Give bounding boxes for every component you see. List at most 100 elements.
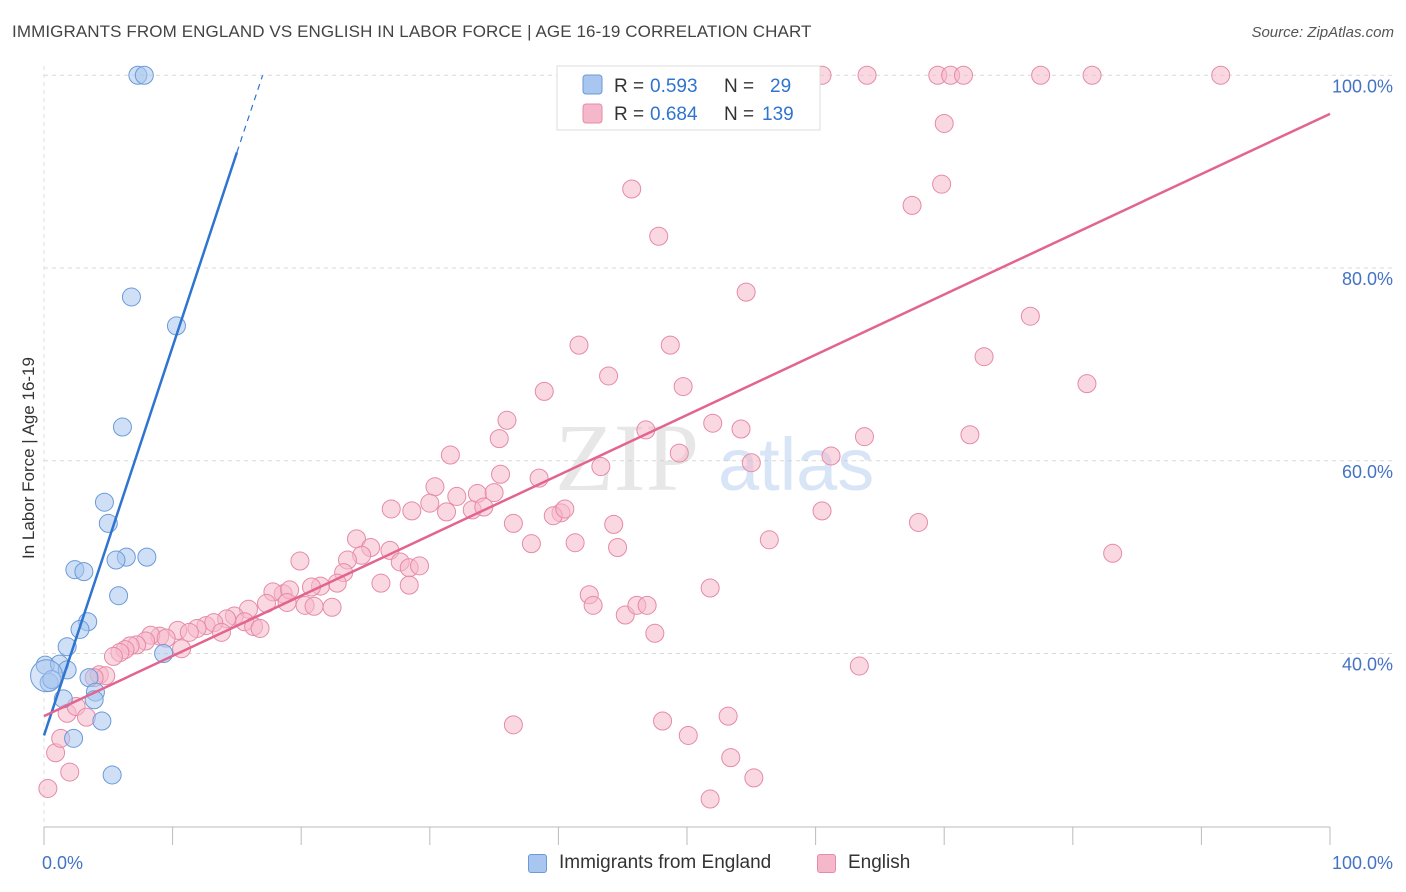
english-point bbox=[653, 711, 673, 731]
chart-source: Source: ZipAtlas.com bbox=[1251, 24, 1394, 41]
immigrants-point bbox=[42, 670, 62, 690]
english-point bbox=[103, 646, 123, 666]
immigrants-point bbox=[109, 586, 129, 606]
english-point bbox=[381, 499, 401, 519]
english-point bbox=[902, 195, 922, 215]
english-point bbox=[497, 410, 517, 430]
immigrants-point bbox=[74, 562, 94, 582]
english-point bbox=[410, 556, 430, 576]
english-point bbox=[669, 443, 689, 463]
english-point bbox=[521, 534, 541, 554]
legend-n-label-2: N = bbox=[724, 104, 754, 125]
legend-r-value-2: 0.684 bbox=[650, 104, 698, 125]
english-point bbox=[583, 595, 603, 615]
immigrants-point bbox=[134, 65, 154, 85]
legend-r-label-2: R = bbox=[614, 104, 644, 125]
immigrants-trend-line bbox=[42, 151, 239, 736]
english-point bbox=[703, 413, 723, 433]
english-point bbox=[447, 486, 467, 506]
legend-r-value-1: 0.593 bbox=[650, 76, 698, 97]
english-point bbox=[484, 483, 504, 503]
english-point bbox=[932, 174, 952, 194]
english-point bbox=[1103, 543, 1123, 563]
english-point bbox=[440, 445, 460, 465]
english-point bbox=[649, 226, 669, 246]
english-point bbox=[569, 335, 589, 355]
english-point bbox=[402, 501, 422, 521]
english-point bbox=[645, 623, 665, 643]
english-point bbox=[700, 789, 720, 809]
english-point bbox=[953, 65, 973, 85]
legend-n-value-1: 29 bbox=[770, 76, 791, 97]
english-trend-line bbox=[43, 112, 1331, 718]
english-point bbox=[491, 464, 511, 484]
english-point bbox=[437, 502, 457, 522]
legend-r-label-1: R = bbox=[614, 76, 644, 97]
english-point bbox=[854, 427, 874, 447]
english-point bbox=[960, 425, 980, 445]
y-axis-label: In Labor Force | Age 16-19 bbox=[19, 357, 38, 559]
english-point bbox=[604, 514, 624, 534]
english-point bbox=[60, 762, 80, 782]
legend-item-immigrants[interactable]: Immigrants from England bbox=[528, 852, 771, 874]
english-point bbox=[1211, 65, 1231, 85]
x-tick-label: 0.0% bbox=[42, 853, 83, 873]
legend-n-label-1: N = bbox=[724, 76, 754, 97]
english-point bbox=[721, 748, 741, 768]
english-point bbox=[1082, 65, 1102, 85]
english-point bbox=[534, 381, 554, 401]
immigrants-point bbox=[106, 550, 126, 570]
series-english-points bbox=[38, 65, 1231, 809]
immigrants-point bbox=[64, 728, 84, 748]
english-point bbox=[399, 575, 419, 595]
english-point bbox=[759, 530, 779, 550]
english-point bbox=[700, 578, 720, 598]
immigrants-point bbox=[94, 492, 114, 512]
english-point bbox=[812, 501, 832, 521]
english-point bbox=[503, 715, 523, 735]
english-point bbox=[857, 65, 877, 85]
english-point bbox=[179, 622, 199, 642]
legend-item-english[interactable]: English bbox=[817, 852, 910, 874]
y-tick-label: 40.0% bbox=[1342, 655, 1393, 675]
english-point bbox=[304, 596, 324, 616]
english-point bbox=[1020, 306, 1040, 326]
legend-swatch-immigrants bbox=[582, 74, 603, 95]
english-point bbox=[736, 282, 756, 302]
english-point bbox=[660, 335, 680, 355]
english-point bbox=[591, 457, 611, 477]
english-point bbox=[1031, 65, 1051, 85]
immigrants-point bbox=[121, 287, 141, 307]
english-point bbox=[821, 446, 841, 466]
x-tick-label: 100.0% bbox=[1332, 853, 1393, 873]
y-tick-label: 80.0% bbox=[1342, 269, 1393, 289]
legend-square-icon bbox=[817, 853, 836, 873]
english-point bbox=[489, 429, 509, 449]
english-point bbox=[425, 477, 445, 497]
english-point bbox=[908, 512, 928, 532]
english-point bbox=[849, 656, 869, 676]
english-point bbox=[622, 179, 642, 199]
english-point bbox=[371, 573, 391, 593]
english-point bbox=[38, 778, 58, 798]
axes-layer: 40.0% 60.0% 80.0% 100.0% 0.0% 100.0% bbox=[42, 66, 1393, 873]
english-point bbox=[731, 419, 751, 439]
english-point bbox=[718, 706, 738, 726]
y-tick-label: 60.0% bbox=[1342, 462, 1393, 482]
english-point bbox=[934, 113, 954, 133]
immigrants-point bbox=[102, 765, 122, 785]
y-tick-label: 100.0% bbox=[1332, 76, 1393, 96]
legend-label-english: English bbox=[848, 852, 911, 873]
english-point bbox=[565, 533, 585, 553]
english-point bbox=[322, 597, 342, 617]
legend-swatch-english bbox=[582, 103, 603, 124]
english-point bbox=[290, 551, 310, 571]
english-point bbox=[741, 453, 761, 473]
english-point bbox=[1077, 374, 1097, 394]
immigrants-trend-extension bbox=[236, 75, 264, 153]
immigrants-point bbox=[30, 659, 64, 693]
legend-label-immigrants: Immigrants from England bbox=[559, 852, 772, 873]
english-point bbox=[637, 595, 657, 615]
english-point bbox=[555, 499, 575, 519]
